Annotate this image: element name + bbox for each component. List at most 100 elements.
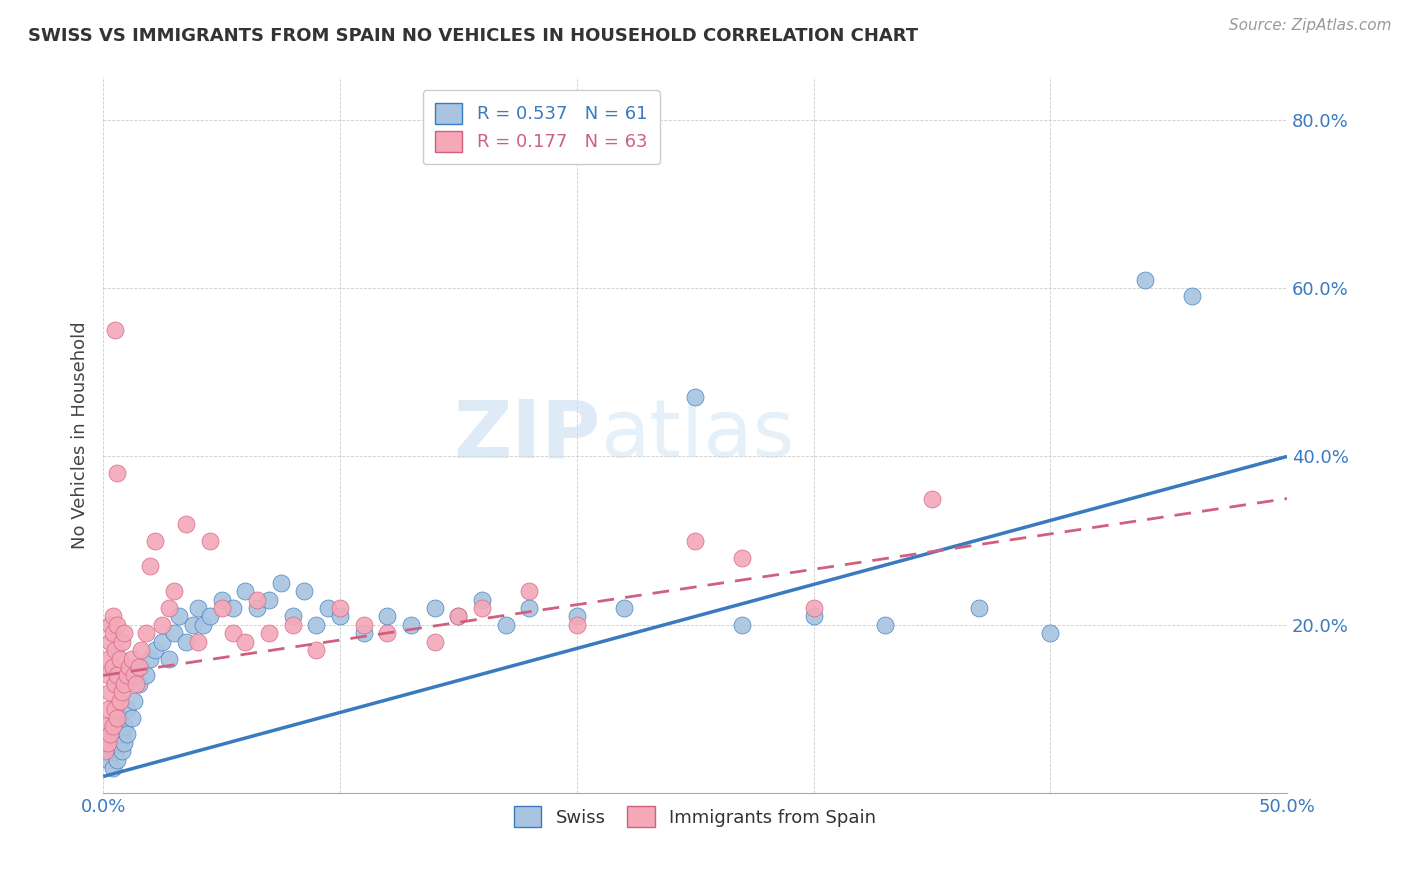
Point [150,618,173,632]
Point [114,677,136,691]
Point [104,677,127,691]
Point [105,467,128,481]
Text: atlas: atlas [600,396,794,475]
Point [329,601,352,615]
Point [683,533,706,548]
Point [399,618,422,632]
Point [316,601,339,615]
Point [447,609,470,624]
Point [101,660,124,674]
Point [803,609,825,624]
Point [121,651,143,665]
Point [565,609,588,624]
Point [233,634,256,648]
Point [257,592,280,607]
Point [281,618,304,632]
Point [98,727,121,741]
Point [471,592,494,607]
Point [115,702,138,716]
Point [198,533,221,548]
Point [143,533,166,548]
Point [353,618,375,632]
Point [101,736,124,750]
Point [101,626,124,640]
Point [246,601,269,615]
Point [111,634,134,648]
Point [294,584,316,599]
Legend: Swiss, Immigrants from Spain: Swiss, Immigrants from Spain [508,799,883,834]
Point [1181,289,1204,303]
Point [423,601,446,615]
Point [143,643,166,657]
Point [104,744,127,758]
Point [233,584,256,599]
Point [125,677,148,691]
Point [97,736,120,750]
Point [159,601,181,615]
Point [128,677,150,691]
Point [122,694,145,708]
Point [108,651,131,665]
Y-axis label: No Vehicles in Household: No Vehicles in Household [72,322,89,549]
Point [108,736,131,750]
Point [174,516,197,531]
Point [187,634,209,648]
Point [114,626,136,640]
Point [1039,626,1062,640]
Point [873,618,896,632]
Point [1133,272,1156,286]
Point [105,618,128,632]
Point [129,660,152,674]
Point [222,626,245,640]
Point [104,719,127,733]
Point [122,668,145,682]
Point [115,668,138,682]
Point [167,609,190,624]
Point [198,609,221,624]
Point [423,634,446,648]
Point [181,618,204,632]
Point [731,618,754,632]
Text: SWISS VS IMMIGRANTS FROM SPAIN NO VEHICLES IN HOUSEHOLD CORRELATION CHART: SWISS VS IMMIGRANTS FROM SPAIN NO VEHICL… [28,27,918,45]
Point [104,323,127,337]
Point [375,626,398,640]
Point [191,618,214,632]
Point [150,634,173,648]
Point [98,634,121,648]
Point [98,744,121,758]
Point [211,601,233,615]
Point [270,575,292,590]
Point [174,634,197,648]
Point [104,702,127,716]
Point [613,601,636,615]
Point [159,651,181,665]
Point [163,626,186,640]
Point [105,668,128,682]
Point [257,626,280,640]
Point [121,710,143,724]
Point [921,491,943,506]
Point [187,601,209,615]
Point [139,558,162,573]
Point [139,651,162,665]
Point [104,643,127,657]
Point [353,626,375,640]
Point [97,753,120,767]
Point [111,685,134,699]
Point [128,660,150,674]
Point [97,668,120,682]
Point [211,592,233,607]
Point [97,702,120,716]
Point [105,710,128,724]
Point [108,694,131,708]
Point [129,643,152,657]
Point [111,727,134,741]
Point [163,584,186,599]
Point [329,609,352,624]
Point [105,753,128,767]
Point [375,609,398,624]
Point [114,736,136,750]
Point [111,744,134,758]
Point [447,609,470,624]
Text: Source: ZipAtlas.com: Source: ZipAtlas.com [1229,18,1392,33]
